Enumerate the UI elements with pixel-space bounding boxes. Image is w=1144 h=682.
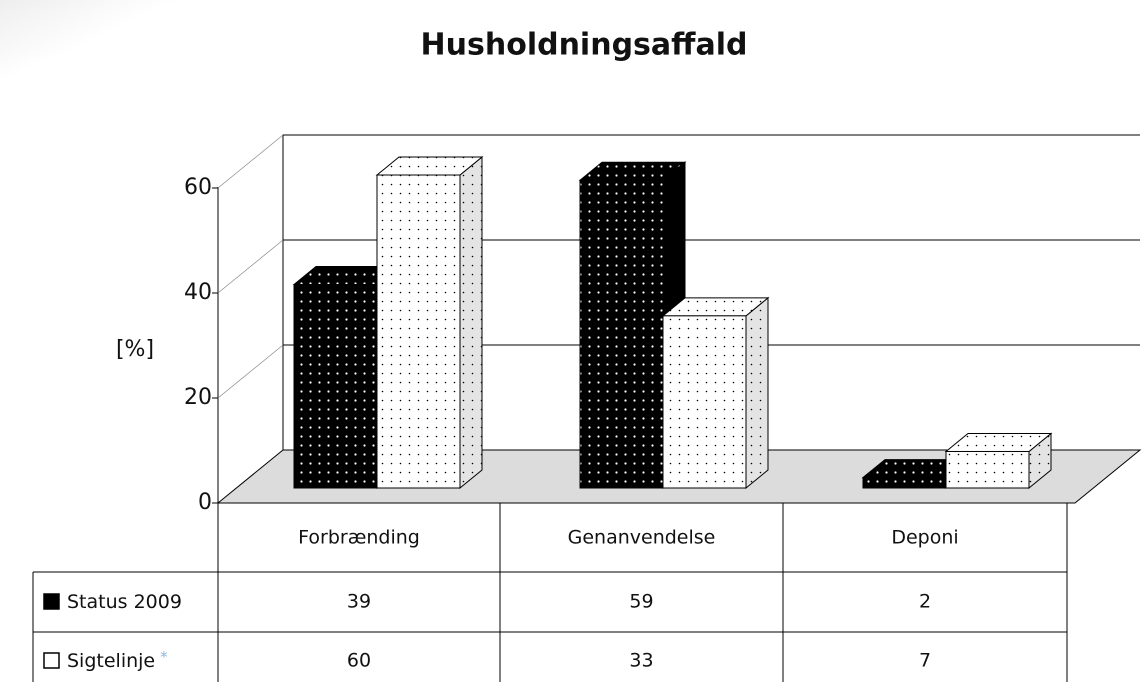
table-value: 33 bbox=[629, 650, 653, 672]
y-tick-label: 40 bbox=[184, 280, 212, 305]
table-value: 39 bbox=[347, 591, 371, 613]
x-tick-label: Genanvendelse bbox=[568, 527, 716, 549]
bar bbox=[376, 174, 461, 489]
table-value: 60 bbox=[347, 650, 371, 672]
grid-line bbox=[217, 344, 284, 399]
y-tick-label: 60 bbox=[184, 175, 212, 200]
bar bbox=[662, 315, 747, 489]
data-table bbox=[32, 503, 1068, 682]
y-axis-label: [%] bbox=[116, 337, 154, 362]
table-value: 2 bbox=[919, 591, 931, 613]
grid-line bbox=[217, 239, 284, 294]
bar bbox=[293, 284, 378, 489]
bar bbox=[579, 179, 664, 489]
note-marker: * bbox=[160, 648, 168, 666]
chart-title: Husholdningsaffald bbox=[421, 28, 748, 63]
table-value: 7 bbox=[919, 650, 931, 672]
x-tick-label: Deponi bbox=[891, 527, 958, 549]
series-name: Status 2009 bbox=[67, 591, 182, 613]
bar-side bbox=[745, 296, 769, 490]
legend-swatch bbox=[43, 652, 60, 669]
bar bbox=[862, 477, 947, 489]
legend-label: Sigtelinje * bbox=[67, 648, 168, 672]
background bbox=[0, 0, 300, 140]
legend-label: Status 2009 bbox=[67, 591, 182, 613]
y-tick-label: 20 bbox=[184, 385, 212, 410]
bar bbox=[945, 450, 1030, 489]
y-tick-label: 0 bbox=[198, 490, 212, 515]
bar-side bbox=[459, 155, 483, 490]
series-name: Sigtelinje bbox=[67, 650, 155, 672]
table-value: 59 bbox=[629, 591, 653, 613]
legend-swatch bbox=[43, 593, 60, 610]
x-tick-label: Forbrænding bbox=[298, 527, 420, 549]
grid-line bbox=[217, 134, 284, 189]
